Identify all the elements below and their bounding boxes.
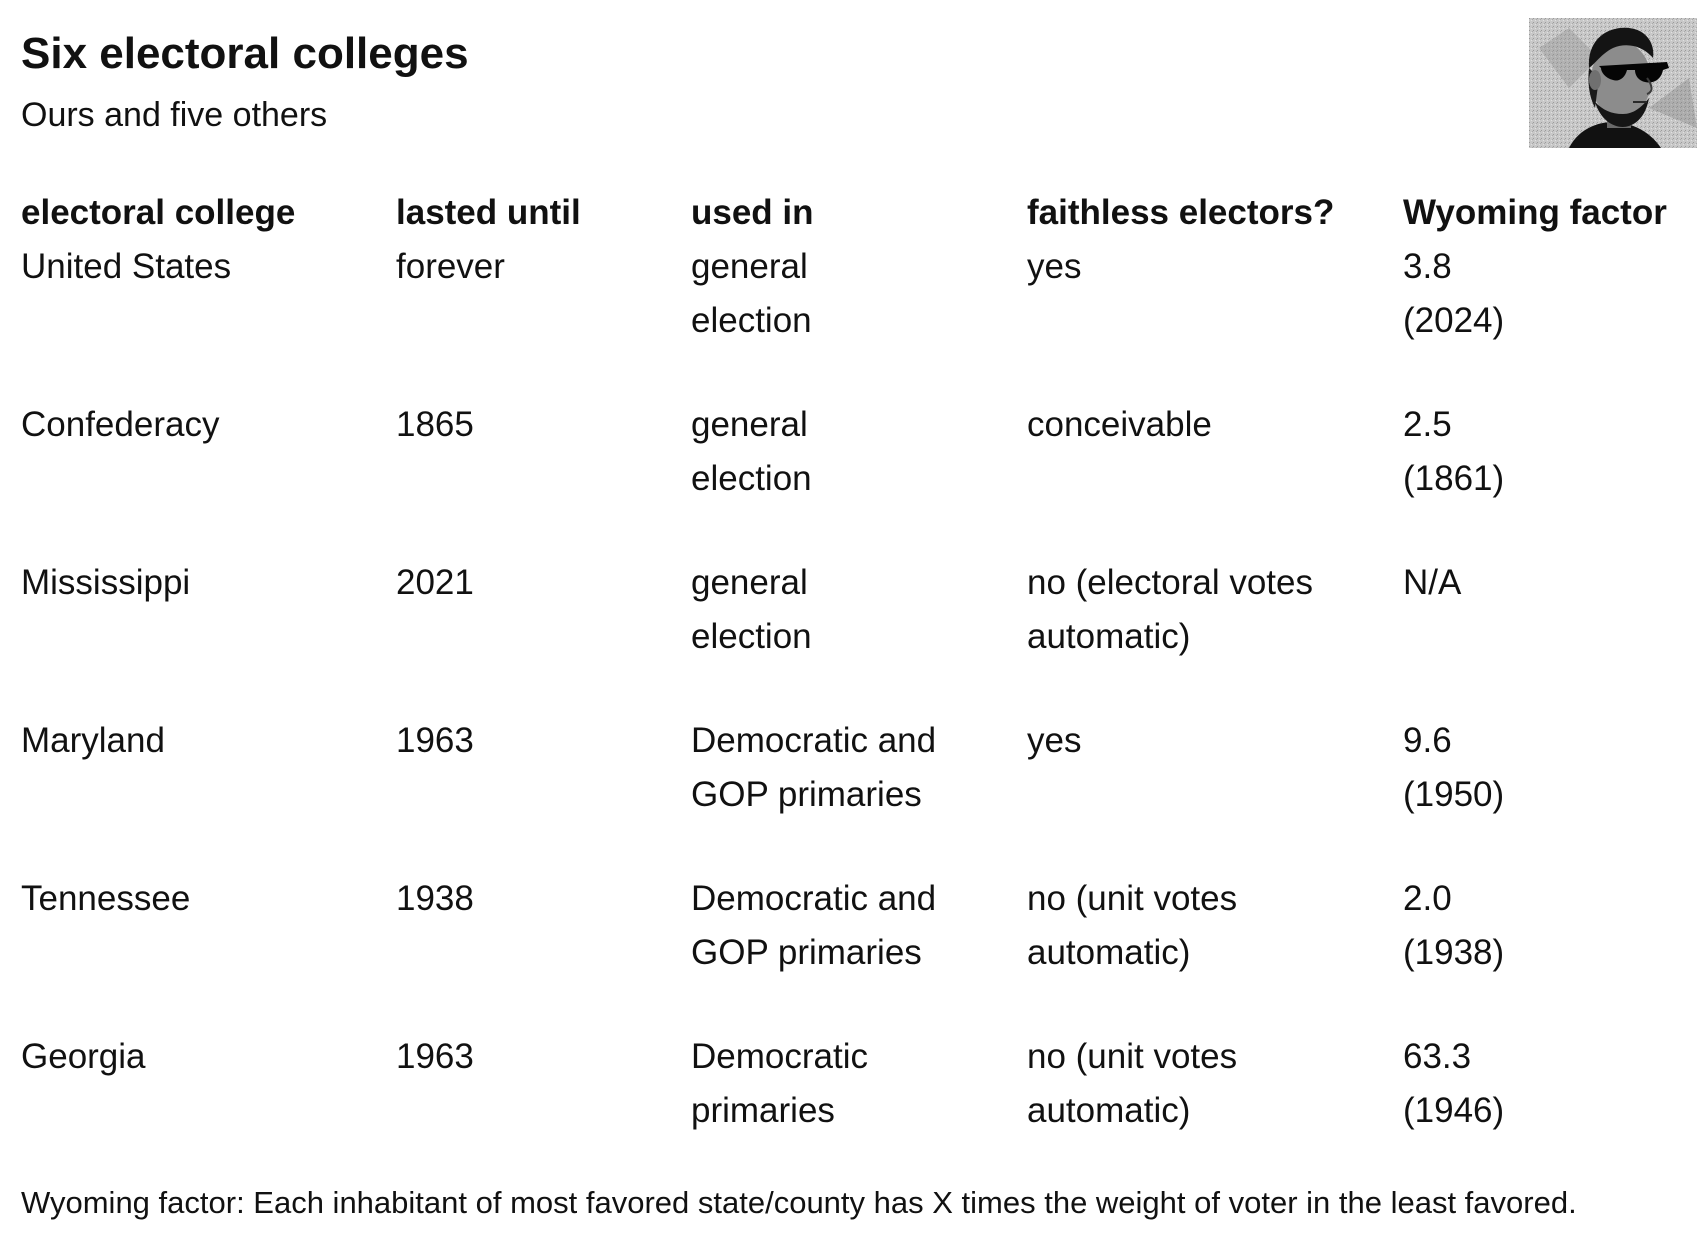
wyoming-value: 63.3 — [1403, 1037, 1472, 1076]
used-in-line: Democratic — [691, 1037, 868, 1076]
used-in-line: Democratic and — [691, 879, 937, 918]
faithless-electors: no (unit votes automatic) — [1027, 1030, 1397, 1138]
used-in: general election — [691, 240, 1021, 348]
lasted-until: 1963 — [396, 721, 474, 760]
wyoming-year: (1950) — [1403, 775, 1505, 814]
faithless-line: automatic) — [1027, 617, 1191, 656]
wyoming-factor: 3.8 (2024) — [1403, 240, 1703, 348]
faithless-line: yes — [1027, 721, 1082, 760]
page-subtitle: Ours and five others — [21, 96, 328, 134]
used-in-line: Democratic and — [691, 721, 937, 760]
table-row-mississippi: Mississippi 2021 general election no (el… — [21, 556, 1701, 714]
header-wyoming-factor: Wyoming factor — [1403, 193, 1667, 232]
table-row-maryland: Maryland 1963 Democratic and GOP primari… — [21, 714, 1701, 872]
used-in: general election — [691, 398, 1021, 506]
faithless-line: no (unit votes — [1027, 1037, 1238, 1076]
faithless-electors: no (electoral votes automatic) — [1027, 556, 1397, 664]
wyoming-value: 9.6 — [1403, 721, 1452, 760]
faithless-electors: yes — [1027, 714, 1397, 768]
header-faithless-electors: faithless electors? — [1027, 193, 1335, 232]
electoral-colleges-table: electoral college lasted until used in f… — [21, 186, 1701, 1188]
used-in-line: election — [691, 301, 812, 340]
college-name: Confederacy — [21, 405, 220, 444]
header-used-in: used in — [691, 193, 814, 232]
used-in: general election — [691, 556, 1021, 664]
wyoming-value: 3.8 — [1403, 247, 1452, 286]
wyoming-factor: 63.3 (1946) — [1403, 1030, 1703, 1138]
wyoming-factor: 2.0 (1938) — [1403, 872, 1703, 980]
table-row-united-states: United States forever general election y… — [21, 240, 1701, 398]
wyoming-factor: 2.5 (1861) — [1403, 398, 1703, 506]
wyoming-value: 2.0 — [1403, 879, 1452, 918]
used-in: Democratic primaries — [691, 1030, 1021, 1138]
wyoming-factor: 9.6 (1950) — [1403, 714, 1703, 822]
used-in: Democratic and GOP primaries — [691, 872, 1021, 980]
college-name: United States — [21, 247, 232, 286]
header-lasted-until: lasted until — [396, 193, 581, 232]
wyoming-year: (1861) — [1403, 459, 1505, 498]
lasted-until: 1865 — [396, 405, 474, 444]
faithless-electors: conceivable — [1027, 398, 1397, 452]
page-title: Six electoral colleges — [21, 29, 469, 78]
header-electoral-college: electoral college — [21, 193, 296, 232]
table-row-georgia: Georgia 1963 Democratic primaries no (un… — [21, 1030, 1701, 1188]
wyoming-year: (1938) — [1403, 933, 1505, 972]
used-in-line: general — [691, 247, 808, 286]
lasted-until: 1963 — [396, 1037, 474, 1076]
faithless-electors: yes — [1027, 240, 1397, 294]
faithless-line: automatic) — [1027, 1091, 1191, 1130]
table-row-confederacy: Confederacy 1865 general election concei… — [21, 398, 1701, 556]
college-name: Maryland — [21, 721, 165, 760]
used-in-line: primaries — [691, 1091, 835, 1130]
college-name: Georgia — [21, 1037, 146, 1076]
portrait-image — [1529, 18, 1697, 148]
faithless-electors: no (unit votes automatic) — [1027, 872, 1397, 980]
used-in-line: general — [691, 405, 808, 444]
lasted-until: forever — [396, 247, 505, 286]
faithless-line: no (electoral votes — [1027, 563, 1313, 602]
wyoming-factor: N/A — [1403, 556, 1703, 610]
lasted-until: 2021 — [396, 563, 474, 602]
used-in-line: GOP primaries — [691, 775, 922, 814]
lasted-until: 1938 — [396, 879, 474, 918]
used-in-line: election — [691, 617, 812, 656]
wyoming-value: N/A — [1403, 563, 1462, 602]
college-name: Mississippi — [21, 563, 191, 602]
used-in: Democratic and GOP primaries — [691, 714, 1021, 822]
used-in-line: GOP primaries — [691, 933, 922, 972]
faithless-line: conceivable — [1027, 405, 1212, 444]
table-row-tennessee: Tennessee 1938 Democratic and GOP primar… — [21, 872, 1701, 1030]
wyoming-year: (2024) — [1403, 301, 1505, 340]
portrait-with-sunglasses-icon — [1529, 18, 1697, 148]
wyoming-value: 2.5 — [1403, 405, 1452, 444]
faithless-line: yes — [1027, 247, 1082, 286]
wyoming-year: (1946) — [1403, 1091, 1505, 1130]
faithless-line: automatic) — [1027, 933, 1191, 972]
faithless-line: no (unit votes — [1027, 879, 1238, 918]
table-header-row: electoral college lasted until used in f… — [21, 186, 1701, 240]
footnote: Wyoming factor: Each inhabitant of most … — [21, 1185, 1577, 1220]
used-in-line: election — [691, 459, 812, 498]
college-name: Tennessee — [21, 879, 191, 918]
used-in-line: general — [691, 563, 808, 602]
